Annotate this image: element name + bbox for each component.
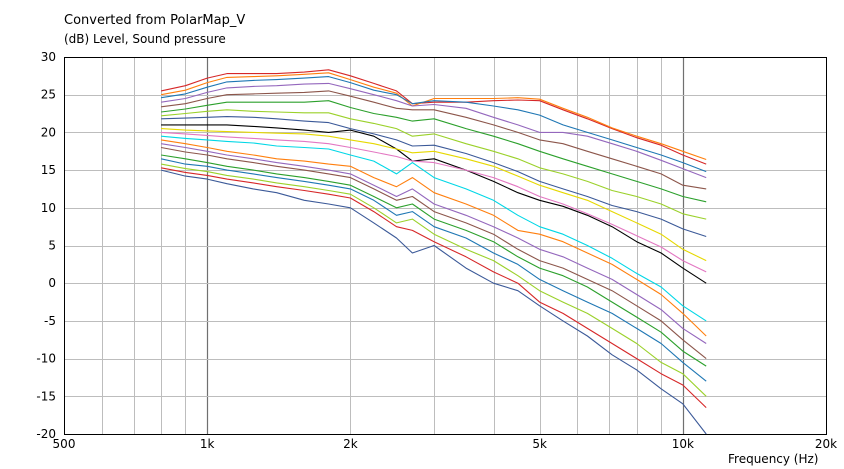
y-tick-label: -15 — [36, 389, 56, 403]
y-tick-label: 25 — [41, 88, 56, 102]
y-tick-label: 15 — [41, 163, 56, 177]
chart-title: Converted from PolarMap_V — [64, 13, 246, 28]
plot-frame — [64, 57, 827, 435]
y-tick-label: 20 — [41, 125, 56, 139]
y-tick-label: 30 — [41, 50, 56, 64]
series-line-7 — [161, 109, 707, 220]
x-tick-label: 20k — [815, 437, 837, 451]
series-line-12 — [161, 135, 707, 322]
x-tick-label: 5k — [532, 437, 547, 451]
series-line-17 — [160, 158, 707, 382]
x-tick-label: 2k — [343, 437, 358, 451]
grid — [64, 57, 826, 434]
series-line-6 — [161, 100, 707, 203]
series-line-8 — [161, 116, 707, 238]
x-tick-label: 10k — [672, 437, 694, 451]
series-line-13 — [161, 139, 707, 337]
series-group — [160, 69, 707, 435]
y-tick-label: 0 — [48, 276, 56, 290]
series-line-1 — [160, 69, 707, 165]
series-line-4 — [161, 82, 707, 179]
series-line-10 — [161, 128, 707, 262]
y-tick-label: -20 — [36, 427, 56, 441]
y-tick-label: 5 — [48, 239, 56, 253]
y-tick-label: -5 — [44, 314, 56, 328]
series-line-20 — [160, 169, 707, 435]
series-line-14 — [161, 143, 707, 344]
series-line-11 — [161, 131, 707, 273]
series-line-5 — [161, 90, 707, 190]
y-tick-label: 10 — [41, 201, 56, 215]
x-axis-label: Frequency (Hz) — [728, 452, 819, 466]
y-axis-label: (dB) Level, Sound pressure — [64, 32, 226, 46]
x-tick-label: 1k — [200, 437, 215, 451]
y-tick-labels: 30 25 20 15 10 5 0 -5 -10 -15 -20 — [36, 50, 56, 441]
series-line-16 — [161, 154, 707, 367]
y-tick-label: -10 — [36, 352, 56, 366]
series-line-15 — [160, 146, 707, 360]
series-line-2 — [160, 72, 707, 161]
x-tick-labels: 500 1k 2k 5k 10k 20k — [53, 437, 838, 451]
series-line-9 — [161, 124, 707, 284]
x-tick-label: 500 — [53, 437, 76, 451]
series-line-19 — [160, 167, 707, 408]
series-line-3 — [161, 76, 707, 173]
series-line-18 — [160, 163, 707, 397]
